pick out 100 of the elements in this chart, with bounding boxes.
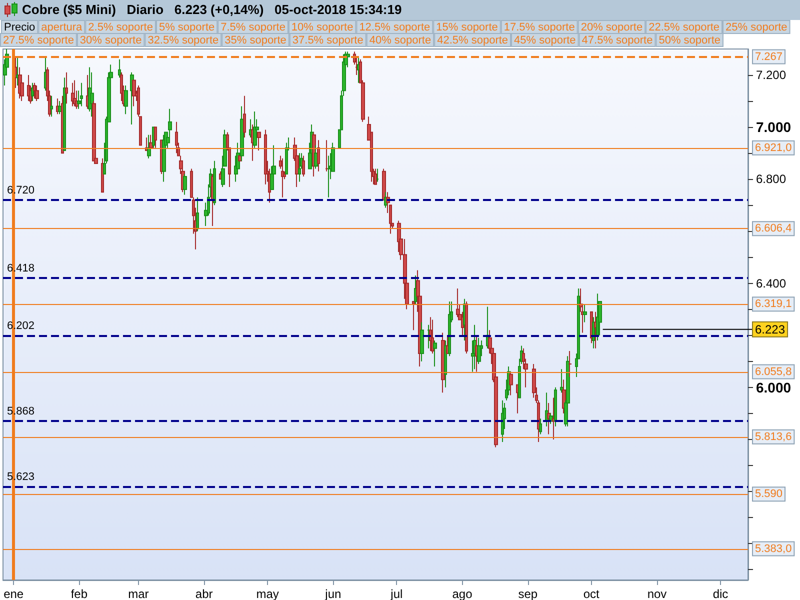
candlestick: [427, 324, 430, 349]
candlestick: [429, 316, 432, 352]
text: 2.5% soporte: [88, 22, 153, 34]
y-tick-label: 6.800: [756, 172, 786, 186]
text: 22.5% soporte: [648, 22, 720, 34]
x-tick-label: abr: [195, 587, 213, 600]
candlestick: [465, 300, 468, 354]
y-tick-label: 7.200: [756, 68, 786, 82]
candlestick: [50, 95, 53, 118]
text: 35% soporte: [224, 34, 286, 46]
candlestick: [124, 84, 128, 115]
x-tick-label: dic: [712, 587, 728, 600]
annotation: 6.223: [755, 322, 786, 336]
candlestick: [431, 319, 434, 354]
y-tick-label: 7.000: [756, 119, 792, 136]
candlestick: [444, 340, 447, 388]
candlestick: [594, 311, 597, 349]
candlestick: [118, 58, 121, 78]
candlestick: [183, 173, 187, 196]
ref-line-label: 5.383,0: [755, 542, 792, 555]
candlestick: [65, 72, 68, 104]
text: 15% soporte: [436, 22, 498, 34]
candlestick: [501, 400, 504, 443]
candlestick: [486, 306, 489, 349]
x-tick-label: mar: [128, 587, 149, 600]
candlestick: [376, 168, 379, 182]
x-tick-label: oct: [583, 587, 600, 600]
text: 50% soporte: [658, 34, 720, 46]
candlestick: [552, 397, 555, 440]
candlestick: [249, 118, 252, 138]
ref-line-label: 6.606,4: [755, 222, 792, 235]
candlestick: [264, 129, 267, 185]
candlestick: [154, 126, 157, 148]
candlestick: [583, 304, 587, 323]
x-tick-label: nov: [647, 587, 667, 600]
candlestick: [80, 82, 83, 107]
candlestick: [509, 371, 513, 396]
candlestick: [317, 140, 320, 172]
candlestick: [516, 384, 519, 414]
text: 25% soporte: [726, 22, 788, 34]
candlestick: [149, 134, 153, 148]
candlestick: [327, 155, 331, 198]
candlestick: [86, 74, 89, 110]
candlestick: [35, 84, 39, 102]
text: 27.5% soporte: [3, 34, 74, 46]
text: 45% soporte: [514, 34, 576, 46]
candlestick: [420, 322, 424, 362]
candlestick: [27, 74, 30, 102]
text: 10% soporte: [291, 22, 354, 34]
candlestick: [251, 124, 254, 162]
ref-line-label: 5.813,6: [755, 430, 792, 443]
candlestick: [175, 121, 178, 154]
x-tick-label: feb: [70, 587, 88, 600]
candlestick: [433, 340, 437, 368]
text: 37.5% soporte: [292, 34, 364, 46]
ref-line-label: 6.055,8: [755, 366, 792, 378]
text: 42.5% soporte: [437, 34, 508, 46]
text: 40% soporte: [369, 34, 432, 46]
candlestick: [382, 168, 386, 200]
x-tick-label: ene: [4, 587, 24, 600]
candlestick: [477, 337, 481, 364]
y-tick-label: 6.400: [756, 276, 786, 290]
text: 47.5% soporte: [582, 34, 653, 46]
candlestick: [568, 350, 572, 378]
candlestick: [31, 82, 34, 102]
chart-title: Cobre ($5 Mini) Diario 6.223 (+0,14%) 05-oct-2018 15:34:19: [22, 2, 402, 17]
candlestick: [58, 100, 62, 115]
candlestick: [448, 300, 451, 357]
candlestick: [456, 288, 460, 318]
candlestick: [374, 168, 377, 185]
ref-line-label: 6.319,1: [755, 298, 792, 310]
text: 17.5% soporte: [504, 22, 575, 34]
candlestick: [213, 160, 216, 206]
candlestick: [281, 158, 284, 198]
candlestick: [243, 95, 246, 138]
candlestick: [325, 140, 329, 172]
candlestick: [147, 134, 151, 159]
text: 32.5% soporte: [148, 34, 219, 46]
candlestick: [257, 132, 261, 152]
text: 20% soporte: [580, 22, 643, 34]
text: Precio: [4, 22, 36, 34]
text: 5% soporte: [158, 22, 215, 34]
y-tick-label: 6.000: [756, 379, 792, 396]
text: 30% soporte: [80, 34, 142, 46]
candlestick: [92, 100, 96, 162]
candlestick: [414, 274, 417, 305]
candlestick: [63, 77, 66, 152]
candlestick: [566, 356, 570, 427]
candlestick: [196, 196, 199, 232]
candlestick: [101, 158, 104, 193]
candlestick: [412, 300, 415, 331]
ref-line-label: 5.590: [755, 488, 783, 500]
candlestick: [302, 155, 305, 178]
candlestick: [357, 56, 360, 84]
ref-line-label: 7.267: [755, 50, 783, 63]
candlestick: [298, 152, 301, 182]
text: apertura: [41, 22, 84, 34]
candlestick: [33, 82, 36, 99]
candlestick: [560, 368, 564, 394]
ref-line-label: 6.921,0: [755, 142, 792, 154]
